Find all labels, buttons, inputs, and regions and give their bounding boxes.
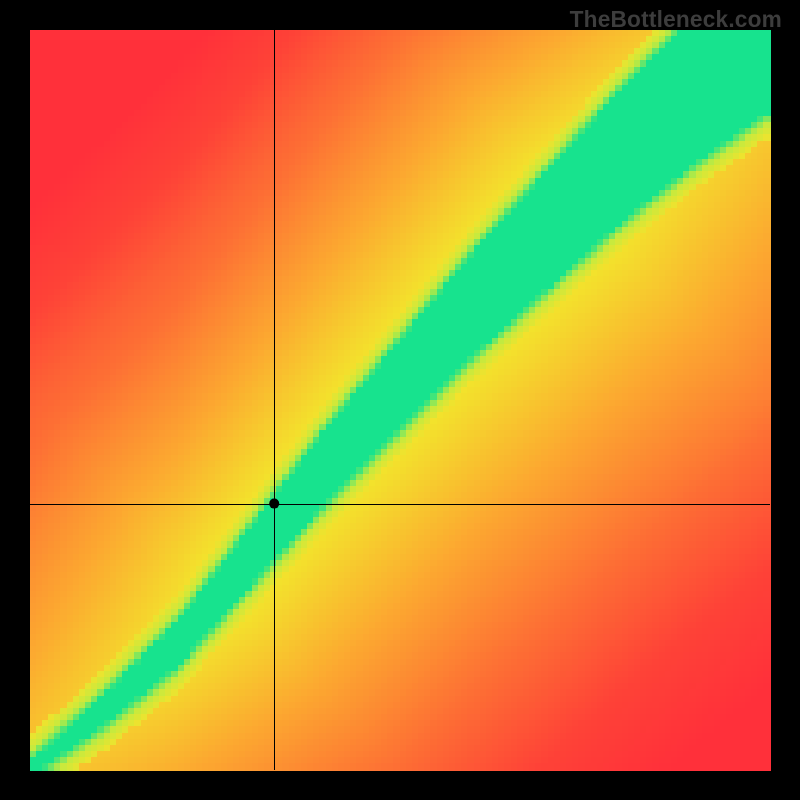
bottleneck-heatmap bbox=[0, 0, 800, 800]
watermark-text: TheBottleneck.com bbox=[570, 6, 782, 33]
chart-container: TheBottleneck.com bbox=[0, 0, 800, 800]
